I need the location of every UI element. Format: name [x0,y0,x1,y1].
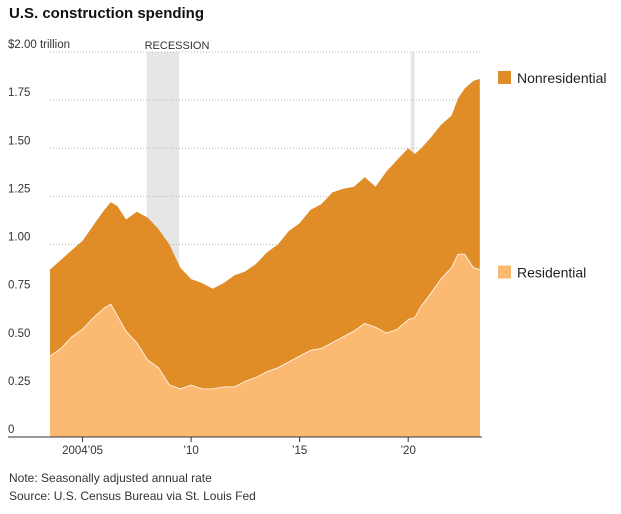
legend-swatch-residential [498,265,511,279]
chart-title: U.S. construction spending [9,5,205,22]
legend: Nonresidential Residential [498,70,607,281]
legend-label-nonresidential: Nonresidential [517,70,607,86]
y-tick-label: 1.25 [8,183,30,195]
y-tick-label: 0.75 [8,280,30,292]
chart-note: Note: Seasonally adjusted annual rate [9,471,212,485]
y-tick-label: 0.50 [8,328,30,340]
y-tick-label: 0 [8,424,14,436]
y-tick-label: 1.00 [8,232,30,244]
x-tick-label: ’20 [401,445,416,457]
legend-swatch-nonresidential [498,70,511,84]
y-tick-label: 1.75 [8,87,30,99]
axes: $2.00 trillion 1.75 1.50 1.25 1.00 0.75 0.50 0.… [8,39,482,457]
area-series [49,78,480,438]
x-tick-label: ’10 [183,445,198,457]
recession-label: RECESSION [145,40,210,52]
area-residential [50,254,480,437]
y-tick-label: 1.50 [8,135,30,147]
residential-edge-line [49,253,480,390]
y-tick-label: 0.25 [8,376,30,388]
chart-source: Source: U.S. Census Bureau via St. Louis… [9,489,256,503]
legend-label-residential: Residential [517,265,586,281]
x-tick-label: ’15 [292,445,307,457]
y-tick-label: $2.00 trillion [8,39,70,51]
x-tick-label: 2004’05 [62,445,103,457]
